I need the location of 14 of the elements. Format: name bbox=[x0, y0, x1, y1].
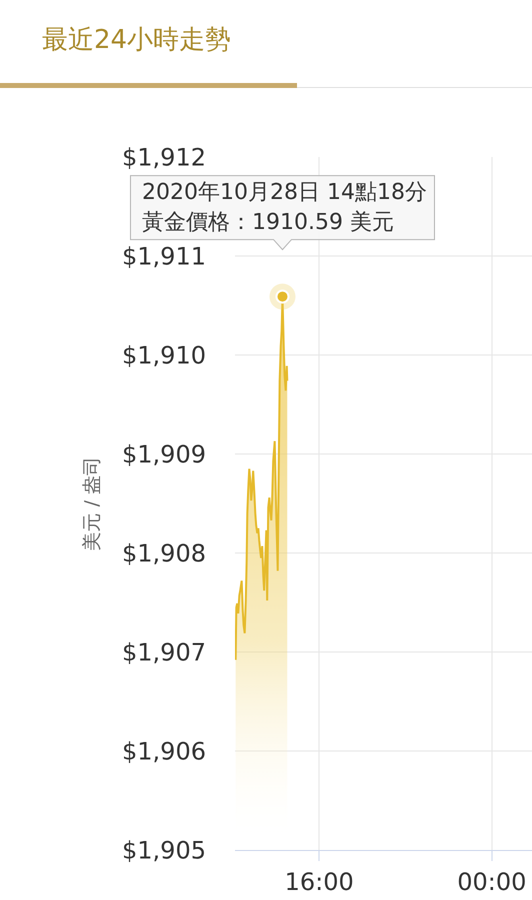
x-tick-label: 16:00 bbox=[284, 868, 354, 896]
y-axis-title: 美元 / 盎司 bbox=[80, 456, 103, 551]
y-tick-label: $1,908 bbox=[122, 539, 206, 568]
y-tick-label: $1,911 bbox=[122, 242, 206, 270]
annotation: 2020年10月28日 14點18分 bbox=[142, 180, 427, 205]
chart-title: 最近24小時走勢 bbox=[42, 24, 232, 56]
x-tick-label: 00:00 bbox=[457, 868, 526, 896]
y-tick-label: $1,910 bbox=[122, 341, 206, 370]
y-tick-label: $1,907 bbox=[122, 638, 206, 666]
y-tick-label: $1,906 bbox=[122, 737, 206, 766]
annotation: 黃金價格：1910.59 美元 bbox=[142, 210, 394, 235]
y-tick-label: $1,909 bbox=[122, 440, 206, 468]
y-tick-label: $1,905 bbox=[122, 836, 206, 864]
y-tick-label: $1,912 bbox=[122, 143, 206, 172]
